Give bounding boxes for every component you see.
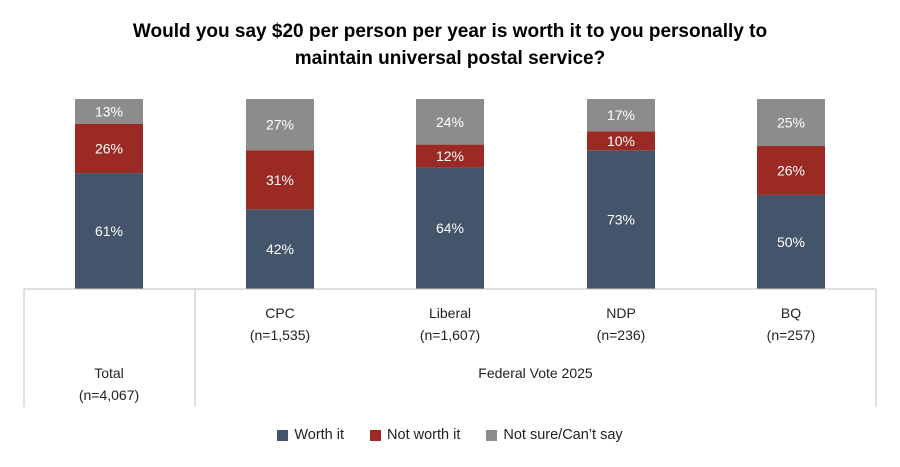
chart-title-line-1: Would you say $20 per person per year is… — [132, 21, 768, 42]
data-label-total-not-sure-can-t-say: 13% — [95, 103, 123, 119]
category-n-bq: (n=257) — [767, 327, 816, 343]
category-label-liberal: Liberal — [429, 305, 471, 321]
chart-title: Would you say $20 per person per year is… — [0, 18, 900, 72]
data-label-bq-worth-it: 50% — [777, 234, 805, 250]
legend-label-not-worth-it: Not worth it — [387, 427, 461, 443]
legend-swatch-not-worth-it — [370, 429, 382, 441]
data-label-total-not-worth-it: 26% — [95, 140, 123, 156]
bar-total-worth-it — [75, 173, 143, 289]
category-n-ndp: (n=236) — [597, 327, 646, 343]
bar-total-not-sure-can-t-say — [75, 99, 143, 124]
data-label-cpc-not-sure-can-t-say: 27% — [266, 117, 294, 133]
data-label-cpc-not-worth-it: 31% — [266, 172, 294, 188]
category-n-total: (n=4,067) — [79, 387, 139, 403]
bar-cpc-worth-it — [246, 209, 314, 289]
bar-bq-worth-it — [757, 194, 825, 289]
category-n-cpc: (n=1,535) — [250, 327, 310, 343]
category-label-cpc: CPC — [265, 305, 295, 321]
legend-label-not-sure: Not sure/Can’t say — [503, 427, 623, 443]
legend-swatch-not-sure — [486, 429, 498, 441]
bars-layer: 61% 26% 13% 42% 31% 27% 64% 12% 24% 73% 10% 17% 50% 2… — [75, 99, 825, 289]
bar-cpc-not-sure-can-t-say — [246, 99, 314, 151]
data-label-liberal-not-worth-it: 12% — [436, 148, 464, 164]
stacked-bar-chart: 61% 26% 13% 42% 31% 27% 64% 12% 24% 73% 10% 17% 50% 2… — [23, 99, 877, 407]
data-label-cpc-worth-it: 42% — [266, 241, 294, 257]
category-label-total: Total — [94, 365, 124, 381]
legend-item-not-sure: Not sure/Can’t say — [486, 427, 623, 443]
bar-bq-not-worth-it — [757, 146, 825, 195]
bar-liberal-not-worth-it — [416, 144, 484, 168]
chart-title-line-2: maintain universal postal service? — [294, 48, 606, 69]
data-label-bq-not-worth-it: 26% — [777, 162, 805, 178]
category-n-liberal: (n=1,607) — [420, 327, 480, 343]
legend-swatch-worth-it — [277, 429, 289, 441]
legend-item-worth-it: Worth it — [277, 427, 344, 443]
data-label-liberal-worth-it: 64% — [436, 220, 464, 236]
category-axis: Total (n=4,067) CPC (n=1,535) Liberal (n=1,60… — [23, 288, 877, 407]
bar-liberal-worth-it — [416, 167, 484, 289]
bar-ndp-not-worth-it — [587, 131, 655, 151]
legend: Worth it Not worth it Not sure/Can’t say — [0, 427, 900, 443]
category-label-bq: BQ — [781, 305, 801, 321]
data-label-ndp-not-sure-can-t-say: 17% — [607, 107, 635, 123]
bar-ndp-worth-it — [587, 150, 655, 289]
bar-total-not-worth-it — [75, 123, 143, 174]
data-label-total-worth-it: 61% — [95, 223, 123, 239]
data-label-ndp-worth-it: 73% — [607, 212, 635, 228]
bar-ndp-not-sure-can-t-say — [587, 99, 655, 132]
bar-bq-not-sure-can-t-say — [757, 99, 825, 147]
category-label-ndp: NDP — [606, 305, 636, 321]
data-label-liberal-not-sure-can-t-say: 24% — [436, 114, 464, 130]
legend-label-worth-it: Worth it — [294, 427, 345, 443]
data-label-bq-not-sure-can-t-say: 25% — [777, 115, 805, 131]
legend-item-not-worth-it: Not worth it — [370, 427, 460, 443]
group-label-federal-vote: Federal Vote 2025 — [478, 365, 593, 381]
bar-liberal-not-sure-can-t-say — [416, 99, 484, 145]
data-label-ndp-not-worth-it: 10% — [607, 133, 635, 149]
bar-cpc-not-worth-it — [246, 150, 314, 210]
